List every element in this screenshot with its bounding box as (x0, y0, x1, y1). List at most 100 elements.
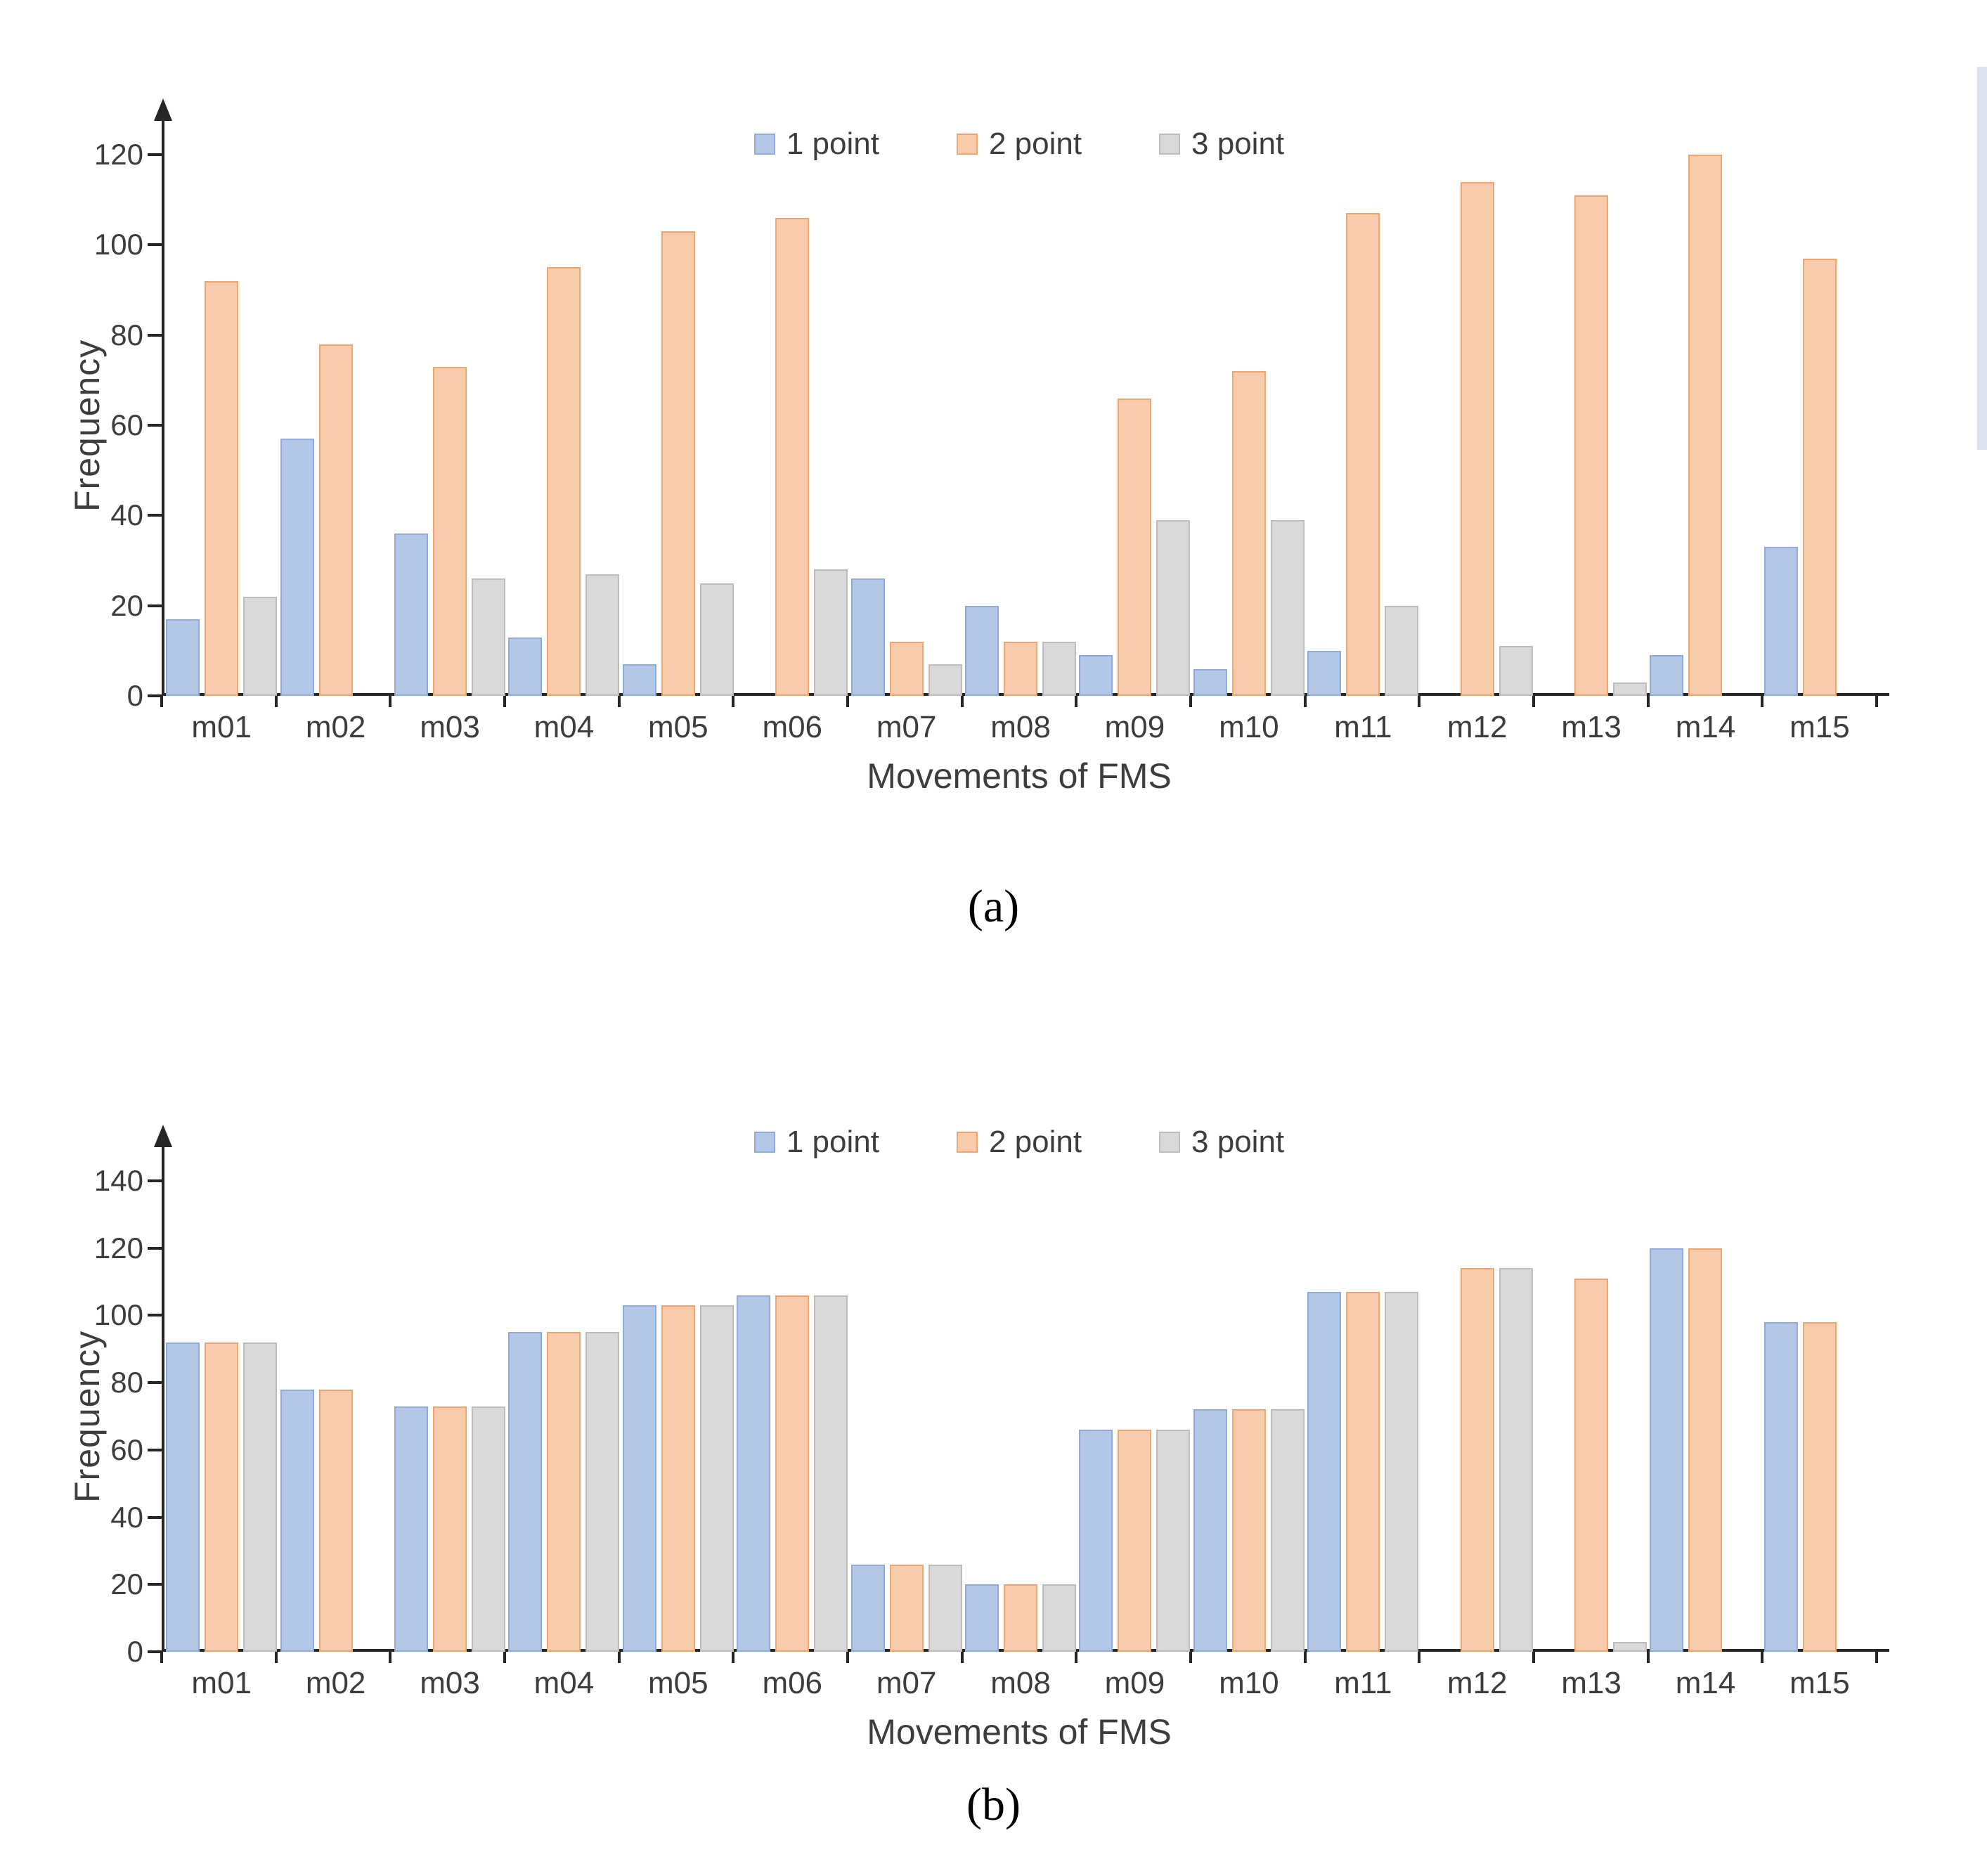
y-tick-label: 80 (110, 318, 143, 351)
y-tick-label: 120 (93, 138, 143, 171)
x-category-label: m11 (1334, 710, 1392, 744)
bar-2-point-m07 (889, 642, 924, 696)
bar-2-point-m14 (1688, 155, 1723, 696)
bar-1-point-m03 (394, 533, 429, 696)
bar-3-point-m06 (814, 569, 848, 696)
y-tick-label: 120 (93, 1231, 143, 1264)
y-tick-mark (148, 424, 162, 427)
bar-2-point-m03 (433, 1406, 467, 1652)
y-tick-label: 80 (110, 1366, 143, 1399)
y-axis-line (162, 1146, 164, 1652)
bar-2-point-m06 (775, 1295, 810, 1652)
chart-b: 1 point 2 point 3 point Frequency m01 m02 m0… (49, 1097, 1940, 1842)
x-tick-mark (1303, 696, 1307, 707)
y-tick-label: 0 (127, 679, 143, 712)
bar-3-point-m05 (699, 583, 734, 696)
y-tick-mark (148, 1179, 162, 1182)
bar-3-point-m09 (1156, 519, 1191, 696)
x-category-label: m09 (1104, 710, 1165, 744)
bar-2-point-m04 (547, 1332, 581, 1652)
y-tick-mark (148, 333, 162, 337)
bar-3-point-m10 (1270, 519, 1305, 696)
x-tick-mark (160, 696, 163, 707)
x-tick-mark (732, 1652, 735, 1663)
bar-3-point-m09 (1156, 1430, 1191, 1652)
x-tick-mark (846, 1652, 849, 1663)
bar-3-point-m07 (928, 1564, 962, 1652)
bar-2-point-m03 (433, 366, 467, 696)
bar-2-point-m12 (1460, 1268, 1494, 1652)
x-category-label: m09 (1104, 1666, 1165, 1700)
legend-item-3-point: 3 point (1159, 1125, 1284, 1160)
category-group-m05: m05 (621, 1181, 735, 1700)
y-tick-mark (148, 1650, 162, 1653)
x-tick-mark (503, 1652, 506, 1663)
bar-3-point-m12 (1499, 1268, 1533, 1652)
bar-2-point-m04 (547, 267, 581, 696)
x-category-label: m10 (1219, 1666, 1279, 1700)
bar-3-point-m04 (585, 1332, 620, 1652)
bar-1-point-m09 (1079, 655, 1113, 696)
x-tick-mark (274, 696, 278, 707)
category-group-m09: m09 (1077, 1181, 1191, 1700)
bar-2-point-m08 (1004, 1584, 1038, 1652)
category-group-m14: m14 (1648, 1181, 1762, 1700)
x-category-label: m07 (876, 710, 937, 744)
x-tick-mark (274, 1652, 278, 1663)
bar-2-point-m09 (1118, 1430, 1152, 1652)
x-category-label: m04 (533, 710, 595, 744)
x-tick-mark (846, 696, 849, 707)
x-category-label: m02 (305, 710, 366, 744)
bar-1-point-m14 (1650, 1248, 1684, 1652)
legend-item-1-point: 1 point (753, 1125, 879, 1160)
bar-2-point-m02 (318, 1389, 353, 1652)
legend-item-2-point: 2 point (956, 127, 1082, 162)
y-tick-mark (148, 1246, 162, 1250)
legend-label: 3 point (1191, 127, 1285, 161)
x-category-label: m01 (191, 1666, 252, 1700)
category-group-m04: m04 (507, 155, 621, 744)
x-category-label: m10 (1219, 710, 1279, 744)
x-category-label: m03 (420, 710, 480, 744)
y-tick-mark (148, 514, 162, 517)
bar-2-point-m08 (1004, 642, 1038, 696)
bar-2-point-m13 (1574, 195, 1609, 696)
category-group-m13: m13 (1534, 155, 1648, 744)
y-tick-mark (148, 153, 162, 156)
category-group-m15: m15 (1763, 1181, 1877, 1700)
legend-swatch (753, 1132, 775, 1153)
category-group-m08: m08 (964, 155, 1077, 744)
legend-label: 2 point (988, 1125, 1082, 1159)
x-category-label: m01 (191, 710, 252, 744)
category-group-m04: m04 (507, 1181, 621, 1700)
category-group-m05: m05 (621, 155, 735, 744)
bar-1-point-m15 (1763, 547, 1798, 696)
x-category-label: m15 (1789, 1666, 1850, 1700)
bar-1-point-m14 (1650, 655, 1684, 696)
bar-1-point-m08 (965, 605, 999, 696)
x-category-label: m05 (648, 710, 708, 744)
category-group-m01: m01 (164, 155, 278, 744)
category-group-m06: m06 (735, 1181, 849, 1700)
legend-swatch (956, 1132, 978, 1153)
x-category-label: m08 (990, 1666, 1051, 1700)
legend-label: 1 point (786, 1125, 879, 1159)
x-category-label: m11 (1334, 1666, 1392, 1700)
legend-item-3-point: 3 point (1159, 127, 1284, 162)
category-group-m02: m02 (278, 155, 392, 744)
y-tick-label: 20 (110, 588, 143, 622)
bar-2-point-m10 (1231, 371, 1266, 696)
x-tick-mark (617, 696, 621, 707)
y-tick-label: 40 (110, 1500, 143, 1534)
x-category-label: m06 (762, 710, 823, 744)
bar-3-point-m05 (699, 1305, 734, 1652)
bar-3-point-m10 (1270, 1409, 1305, 1652)
category-group-m10: m10 (1192, 1181, 1306, 1700)
bar-1-point-m05 (622, 664, 656, 696)
legend: 1 point 2 point 3 point (162, 127, 1877, 162)
x-tick-mark (960, 1652, 964, 1663)
legend-swatch (956, 134, 978, 155)
x-category-label: m13 (1561, 710, 1622, 744)
category-group-m06: m06 (735, 155, 849, 744)
